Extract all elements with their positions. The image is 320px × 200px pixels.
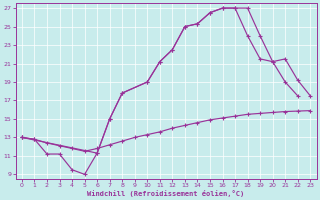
- X-axis label: Windchill (Refroidissement éolien,°C): Windchill (Refroidissement éolien,°C): [87, 190, 245, 197]
